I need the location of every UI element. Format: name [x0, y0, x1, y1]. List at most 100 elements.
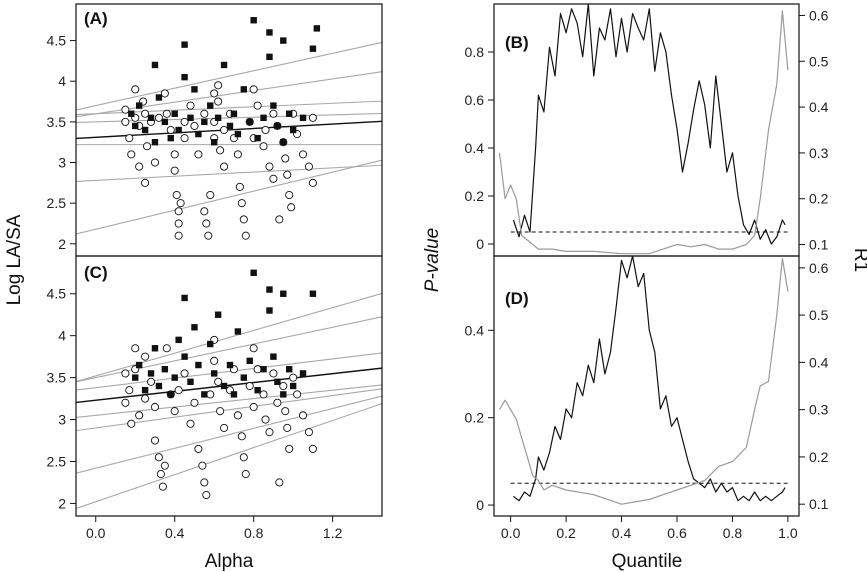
open-circle-point: [220, 162, 229, 171]
open-circle-point: [249, 402, 258, 412]
open-circle-point: [241, 231, 250, 240]
y-right-tick-label: 0.5: [809, 53, 829, 69]
filled-square-point: [240, 374, 248, 381]
open-circle-point: [206, 390, 215, 399]
open-circle-point: [265, 162, 274, 171]
filled-square-point: [132, 122, 139, 130]
open-circle-point: [279, 381, 288, 391]
filled-square-point: [151, 345, 159, 352]
panel-c-frame: [75, 255, 383, 517]
open-circle-point: [237, 199, 246, 208]
filled-square-point: [266, 29, 273, 36]
open-circle-point: [281, 154, 290, 163]
open-circle-point: [127, 419, 136, 428]
filled-square-point: [181, 41, 188, 48]
filled-square-point: [226, 122, 234, 130]
open-circle-point: [127, 150, 136, 159]
panel-a-plot-area: [76, 17, 382, 240]
filled-square-point: [280, 37, 287, 44]
open-circle-point: [214, 377, 223, 386]
r1-line: [498, 257, 789, 505]
filled-square-point: [289, 126, 297, 134]
open-circle-point: [194, 444, 203, 453]
y-right-tick-label: 0.6: [809, 7, 829, 23]
open-circle-point: [146, 377, 156, 386]
y-left-tick-label: 0.8: [465, 44, 485, 60]
filled-square-point: [151, 61, 159, 69]
y-tick-label: 4: [58, 73, 66, 89]
open-circle-point: [239, 453, 248, 462]
filled-square-point: [270, 102, 277, 109]
open-circle-point: [190, 121, 199, 130]
open-circle-point: [233, 150, 242, 159]
open-circle-point: [298, 411, 308, 420]
y-right-tick-label: 0.4: [809, 354, 829, 370]
y-tick-label: 2.5: [47, 195, 67, 211]
filled-square-point: [274, 378, 281, 386]
y-tick-label: 3.5: [47, 114, 67, 130]
open-circle-point: [287, 203, 296, 212]
quantile-fit-line-7: [76, 292, 382, 383]
open-circle-point: [281, 407, 290, 416]
panel-c-plot-area: [76, 269, 382, 510]
open-circle-point: [162, 344, 171, 353]
open-circle-point: [204, 231, 213, 240]
open-circle-point: [194, 150, 203, 159]
filled-square-point: [214, 114, 222, 122]
open-circle-point: [214, 97, 223, 106]
filled-square-point: [240, 86, 248, 93]
open-circle-point: [253, 101, 262, 110]
open-circle-point: [308, 444, 317, 453]
open-circle-point: [269, 109, 278, 118]
filled-square-point: [309, 45, 317, 52]
open-circle-point: [304, 162, 314, 171]
x-tick-label: 0.6: [667, 525, 687, 541]
filled-square-point: [187, 114, 194, 122]
y-tick-label: 2: [58, 236, 66, 252]
filled-square-point: [260, 114, 267, 122]
y-left-tick-label: 0.6: [465, 92, 485, 108]
filled-square-point: [171, 374, 178, 381]
right-y-axis-title: P-value: [422, 228, 443, 292]
p-value-line: [513, 256, 786, 502]
filled-square-point: [195, 361, 202, 369]
y-right-tick-label: 0.6: [809, 260, 829, 276]
p-value-line: [512, 4, 786, 245]
panel-a-label: (A): [84, 9, 108, 28]
open-circle-point: [141, 352, 150, 361]
filled-square-point: [181, 73, 188, 81]
filled-square-point: [286, 110, 293, 117]
filled-square-point: [135, 361, 143, 369]
filled-square-point: [250, 17, 257, 24]
open-circle-point: [239, 215, 248, 224]
open-circle-point: [210, 89, 219, 98]
open-circle-point: [141, 178, 150, 187]
y-right-tick-label: 0.5: [809, 307, 829, 323]
open-circle-point: [275, 215, 284, 224]
filled-square-point: [207, 102, 214, 109]
open-circle-point: [131, 85, 140, 94]
open-circle-point: [154, 453, 163, 462]
open-circle-point: [158, 482, 167, 491]
open-circle-point: [141, 109, 150, 118]
quantile-fit-line-2: [76, 395, 382, 474]
left-x-axis-title: Alpha: [205, 551, 254, 572]
open-circle-point: [233, 411, 242, 420]
open-circle-point: [249, 344, 258, 353]
x-tick-label: 0.0: [86, 525, 106, 541]
open-circle-point: [200, 207, 209, 216]
open-circle-point: [170, 407, 179, 416]
open-circle-point: [180, 117, 189, 126]
filled-square-point: [230, 391, 238, 398]
open-circle-point: [265, 428, 274, 437]
y-tick-label: 3.5: [47, 370, 67, 386]
filled-square-point: [280, 391, 287, 398]
filled-square-point: [246, 118, 253, 126]
y-right-tick-label: 0.1: [809, 237, 829, 253]
open-circle-point: [200, 478, 209, 487]
open-circle-point: [180, 369, 189, 378]
open-circle-point: [235, 182, 244, 191]
open-circle-point: [237, 432, 246, 441]
filled-square-point: [167, 391, 174, 398]
